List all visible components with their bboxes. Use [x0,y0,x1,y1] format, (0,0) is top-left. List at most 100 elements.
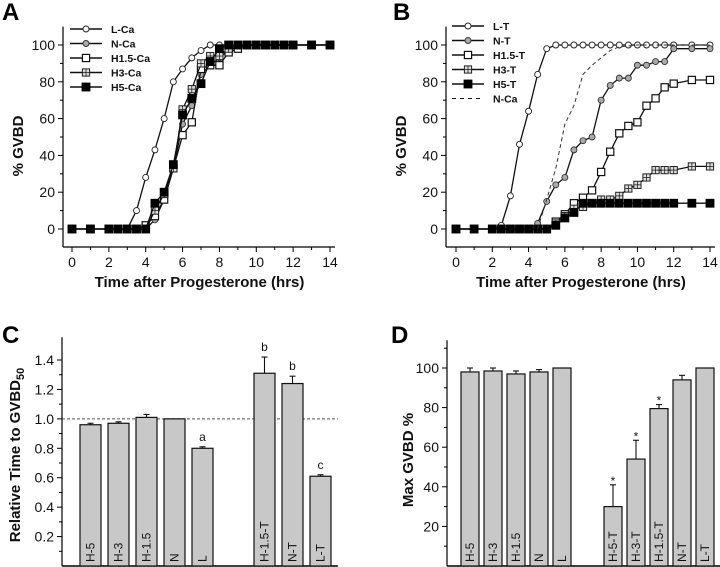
data-point [552,41,560,49]
panel-d-chart: 20 40 60 80 100 Max GVBD % H-5 H-3 H-1.5 N L * H-5-T… [400,340,720,567]
bar-label: L [555,555,569,562]
data-point [506,224,515,234]
y-axis-label: % GVBD [393,115,410,176]
legend-marker [464,22,472,30]
data-point [642,198,651,208]
y-tick-label: 80 [423,400,439,416]
y-tick-label: 80 [39,74,55,90]
y-tick-label: 20 [39,184,55,200]
bar-h-15-t: * H-1.5-T [649,394,669,567]
data-point [524,224,533,234]
data-point [687,75,697,85]
bar-h-15: H-1.5 [506,370,526,567]
data-point [651,198,660,208]
x-tick-label: 0 [452,254,460,270]
data-point [579,137,587,145]
significance-label: * [611,474,616,488]
data-point [615,41,623,49]
data-point [469,224,479,234]
y-tick-label: 40 [423,479,439,495]
data-point [506,192,514,200]
legend-label: H5-T [493,79,517,91]
data-point [279,40,289,50]
bar-n: N [163,418,186,567]
y-tick-label: 100 [415,37,439,53]
legend-label: H3-Ca [111,68,142,80]
x-tick-label: 12 [285,254,301,270]
legend-marker [81,53,91,63]
bar-label: L [196,555,210,562]
data-point [187,93,197,103]
legend-label: N-Ca [111,39,136,51]
data-point [578,198,588,208]
data-point [706,45,714,53]
bar-label: H-1.5-T [258,521,272,562]
y-tick-label: 0 [47,221,55,237]
data-point [605,198,615,208]
data-point [614,198,624,208]
data-point [588,41,596,49]
data-point [588,133,596,141]
bar-label: H-1.5 [140,532,154,562]
data-point [122,224,132,234]
data-point [543,45,551,53]
x-tick-label: 12 [666,254,682,270]
y-tick-label: 100 [416,360,440,376]
data-point [643,61,650,69]
bar-n-t: b N-T [281,359,304,567]
bar-label: N [168,553,182,562]
data-point [587,186,597,195]
data-point [661,58,669,66]
bar [483,370,503,567]
panel-c-chart: 0.2 0.4 0.6 0.8 1.0 1.2 1.4 Relative Time to GV… [7,337,338,567]
legend-marker [81,82,91,92]
data-point [141,224,151,234]
data-point [633,180,642,189]
y-axis-label: Max GVBD % [400,413,417,507]
data-point [496,224,506,234]
data-point [624,41,632,49]
data-point [86,224,95,234]
x-tick-label: 14 [702,254,718,270]
data-point [196,79,206,89]
data-point [516,140,523,148]
bar-h-5-t: * H-5-T [603,474,623,567]
data-point [633,118,642,127]
legend-label: H1.5-Ca [111,53,150,65]
data-point [151,146,159,154]
panel-b-chart: 0 2 4 6 8 10 12 14 0 20 40 60 80 100 Time after Proges… [393,21,718,291]
data-point [104,224,114,234]
data-point [561,41,569,49]
x-tick-label: 6 [179,254,187,270]
data-point [251,40,261,50]
data-point [487,224,497,234]
x-tick-label: 10 [248,254,264,270]
legend: L-Ca N-Ca H1.5-Ca H3-Ca H5-Ca [70,24,150,94]
bar [163,418,186,567]
data-point [178,110,187,120]
data-point [624,121,633,131]
bar-label: H-5-T [606,531,620,562]
bar-label: N-T [675,541,689,562]
bar-label: L-T [314,543,328,562]
data-point [660,198,670,208]
bar-l-t: c L-T [309,458,332,567]
data-point [560,213,570,223]
data-point [233,40,243,50]
legend-label: H3-T [493,65,517,77]
data-point [179,65,187,73]
data-point [188,54,196,62]
data-point [169,78,177,86]
data-point [160,115,168,123]
series-h5-ca [67,40,335,234]
data-point [652,58,660,66]
y-tick-label: 40 [39,147,55,163]
data-point [597,41,605,49]
data-point [187,85,196,94]
bar-label: N-T [286,541,300,562]
y-tick-label: 0.8 [35,440,55,456]
legend-label: L-Ca [111,24,134,36]
legend-marker [463,50,473,60]
significance-label: * [634,429,639,443]
